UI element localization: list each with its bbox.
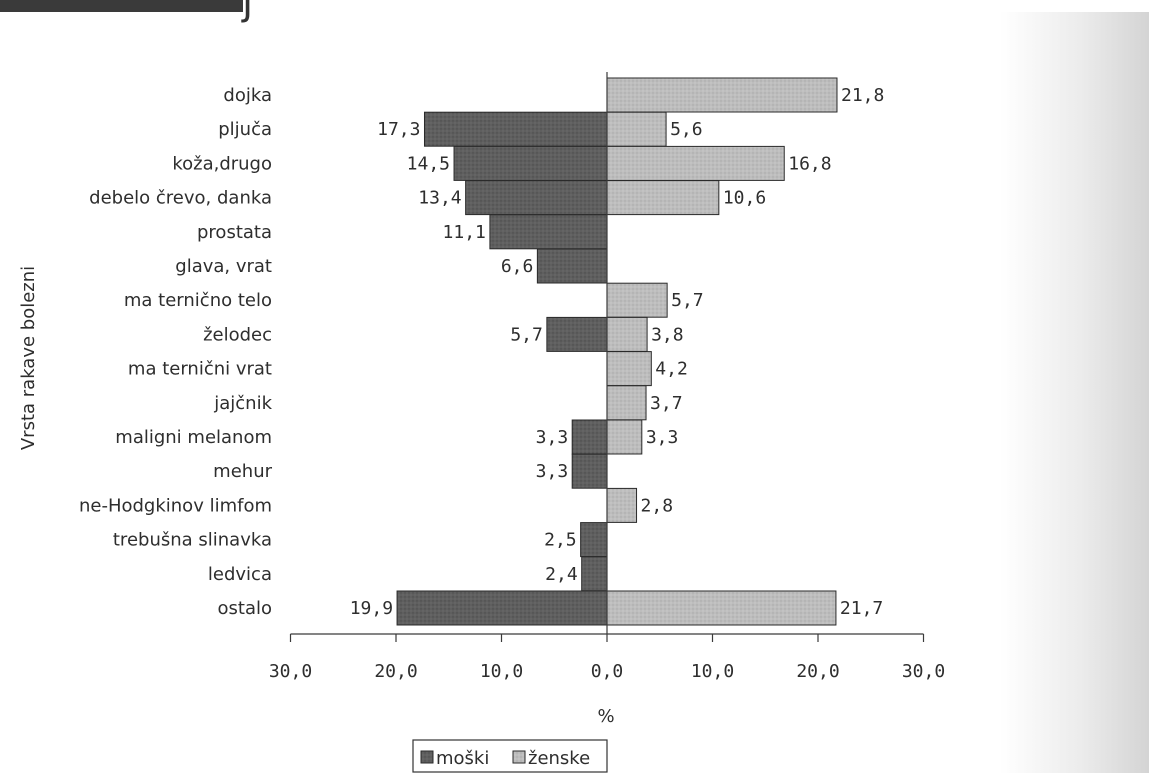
x-tick-label: 20,0 [374,661,417,682]
category-label: trebušna slinavka [113,530,272,551]
bar-moski [423,111,608,147]
bar-moski [581,556,608,592]
bar-moski [571,419,608,455]
bar-moski [580,522,608,558]
category-label: pljuča [218,119,272,140]
data-label-moski: 19,9 [350,598,393,619]
bar-moski [453,145,608,181]
x-tick-label: 10,0 [480,661,523,682]
category-label: glava, vrat [175,256,272,277]
category-label: prostata [197,222,272,243]
bar-zenske [606,316,648,352]
bar-moski [489,214,608,250]
bar-zenske [606,180,720,216]
bar-zenske [606,77,838,113]
bar-moski [536,248,608,284]
header-tab [0,0,243,12]
category-label: debelo črevo, danka [89,188,272,209]
bar-moski [571,453,608,489]
category-label: ostalo [218,598,273,619]
category-label: jajčnik [213,393,272,414]
data-label-zenske: 16,8 [788,153,831,174]
x-tick-label: 30,0 [902,661,945,682]
y-axis-title: Vrsta rakave bolezni [18,266,39,450]
data-label-moski: 3,3 [536,461,569,482]
category-label: maligni melanom [115,427,272,448]
category-label: mehur [213,461,272,482]
category-label: želodec [203,324,272,345]
category-label: dojka [223,85,272,106]
data-label-moski: 17,3 [377,119,420,140]
legend: moški ženske [412,739,608,773]
data-label-moski: 5,7 [510,324,543,345]
x-tick-label: 10,0 [691,661,734,682]
x-tick-label: 20,0 [796,661,839,682]
data-label-zenske: 3,8 [651,324,684,345]
bar-moski [546,316,608,352]
category-label: ne-Hodgkinov limfom [79,495,272,516]
data-label-moski: 3,3 [536,427,569,448]
bar-zenske [606,111,667,147]
data-label-zenske: 10,6 [723,188,766,209]
bar-moski [396,590,608,626]
legend-swatch-moski [420,750,434,764]
bar-moski [465,180,608,216]
data-label-moski: 2,4 [545,564,578,585]
header-fragment: j [242,0,254,24]
legend-label-zenske: ženske [528,748,590,769]
data-label-zenske: 21,7 [840,598,883,619]
data-label-moski: 14,5 [407,153,450,174]
top-strip [0,0,1149,12]
legend-box [412,739,608,773]
data-label-zenske: 3,3 [646,427,679,448]
category-label: ma ternični vrat [128,359,272,380]
bar-zenske [606,419,643,455]
bar-zenske [606,282,668,318]
data-label-zenske: 2,8 [641,495,674,516]
data-label-zenske: 5,7 [671,290,704,311]
data-label-moski: 6,6 [501,256,534,277]
data-label-zenske: 4,2 [655,359,688,380]
data-label-zenske: 3,7 [650,393,683,414]
data-label-moski: 2,5 [544,530,577,551]
x-tick-label: 30,0 [269,661,312,682]
bar-zenske [606,145,785,181]
bar-zenske [606,487,638,523]
bar-zenske [606,351,652,387]
data-label-zenske: 21,8 [841,85,884,106]
x-axis-title: % [597,706,614,727]
x-tick-label: 0,0 [591,661,624,682]
data-label-moski: 11,1 [443,222,486,243]
legend-label-moski: moški [436,748,489,769]
category-label: ma terničnо telo [124,290,272,311]
legend-swatch-zenske [512,750,526,764]
bar-zenske [606,385,647,421]
category-label: ledvica [208,564,272,585]
bar-zenske [606,590,837,626]
data-label-moski: 13,4 [418,188,461,209]
data-label-zenske: 5,6 [670,119,703,140]
category-label: koža,drugo [172,153,272,174]
